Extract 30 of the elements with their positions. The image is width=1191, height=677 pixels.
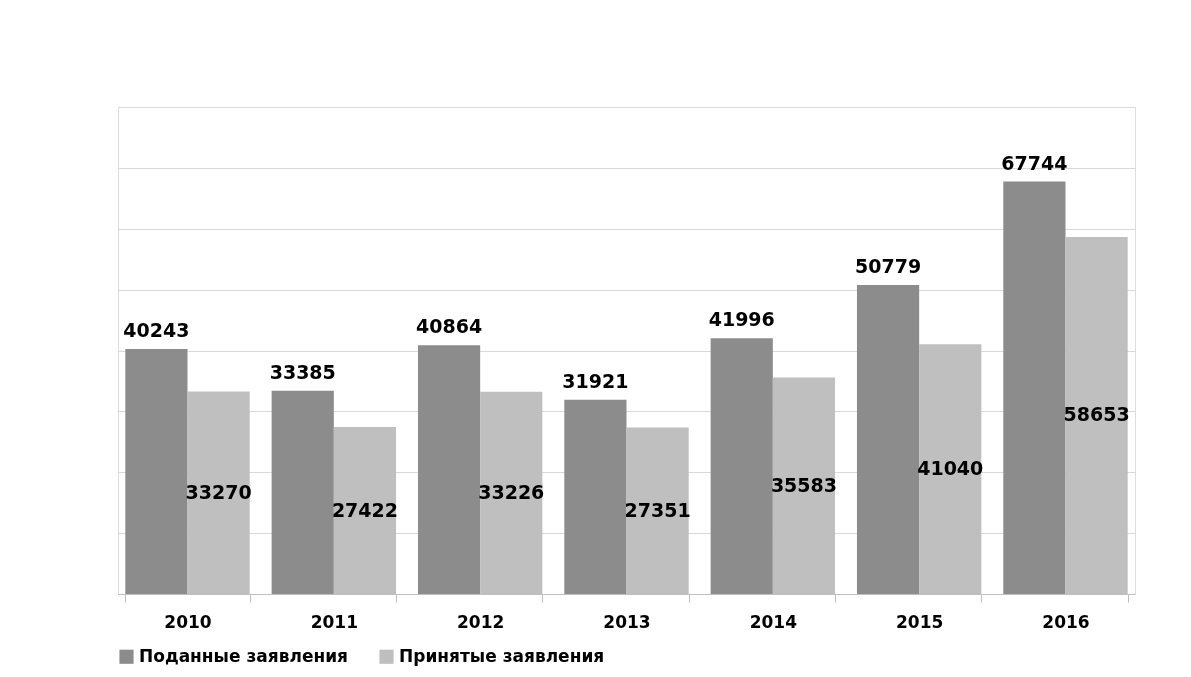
x-tick-label: 2015 [896,611,944,632]
x-tick-label: 2014 [749,611,798,632]
x-tick-label: 2012 [457,611,505,632]
bar [271,390,334,594]
data-label: 33226 [478,480,545,503]
legend-label: Принятые заявления [399,645,605,666]
data-label: 40864 [416,315,483,338]
bar [1003,181,1066,594]
data-label: 33385 [269,360,336,383]
data-label: 31921 [562,369,629,392]
data-label: 33270 [185,480,252,503]
bar [564,399,627,594]
data-label: 41996 [708,308,775,331]
data-label: 35583 [770,473,837,496]
bar [125,349,188,594]
data-label: 50779 [855,254,922,277]
data-label: 27351 [624,498,691,521]
data-label: 40243 [123,319,190,342]
x-tick-label: 2011 [310,611,358,632]
data-label: 27422 [331,498,398,521]
bar [856,284,920,594]
data-label: 67744 [1001,151,1068,174]
bar [710,338,773,594]
data-label: 58653 [1063,403,1130,426]
x-tick-label: 2010 [164,611,212,632]
legend-label: Поданные заявления [139,645,348,666]
x-tick-label: 2013 [603,611,651,632]
x-tick-label: 2016 [1042,611,1090,632]
data-label: 41040 [917,457,984,480]
bar [417,345,481,594]
